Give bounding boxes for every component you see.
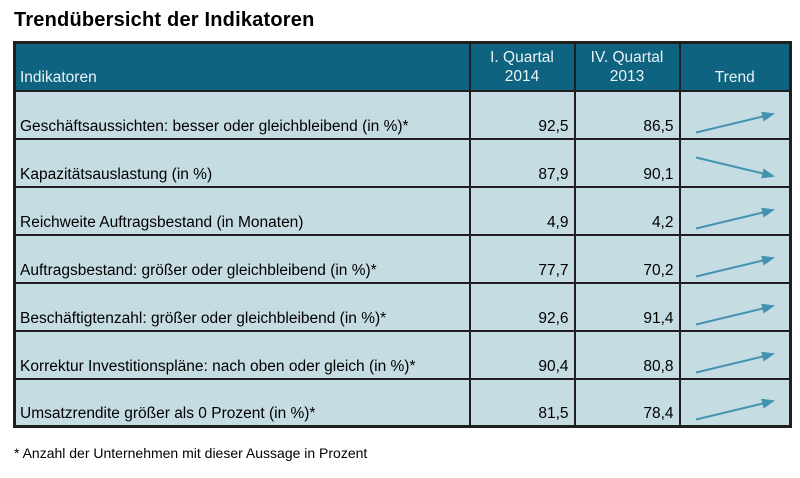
q4-2013-value: 78,4 xyxy=(573,377,681,428)
column-header-q4-2013: IV. Quartal 2013 xyxy=(573,41,681,92)
table-row: Auftragsbestand: größer oder gleichbleib… xyxy=(13,233,792,284)
q4-2013-value: 4,2 xyxy=(573,185,681,236)
trend-arrow-icon xyxy=(695,398,775,421)
trend-cell xyxy=(678,137,792,188)
table-row: Umsatzrendite größer als 0 Prozent (in %… xyxy=(13,377,792,428)
table-row: Geschäftsaussichten: besser oder gleichb… xyxy=(13,89,792,140)
q1-2014-value: 90,4 xyxy=(468,329,576,380)
q4-2013-value: 80,8 xyxy=(573,329,681,380)
table-header-row: Indikatoren I. Quartal 2014 IV. Quartal … xyxy=(13,41,792,92)
indicator-label: Reichweite Auftragsbestand (in Monaten) xyxy=(13,185,471,236)
q1-2014-value: 81,5 xyxy=(468,377,576,428)
indicator-label: Geschäftsaussichten: besser oder gleichb… xyxy=(13,89,471,140)
trend-arrow-icon xyxy=(695,207,775,229)
indicator-label: Kapazitätsauslastung (in %) xyxy=(13,137,471,188)
table-row: Kapazitätsauslastung (in %) 87,9 90,1 xyxy=(13,137,792,188)
q1-2014-value: 87,9 xyxy=(468,137,576,188)
q1-2014-value: 92,6 xyxy=(468,281,576,332)
table-row: Korrektur Investitionspläne: nach oben o… xyxy=(13,329,792,380)
indicator-label: Beschäftigtenzahl: größer oder gleichble… xyxy=(13,281,471,332)
table-row: Beschäftigtenzahl: größer oder gleichble… xyxy=(13,281,792,332)
trend-cell xyxy=(678,89,792,140)
column-header-q1-2014: I. Quartal 2014 xyxy=(468,41,576,92)
page-title: Trendübersicht der Indikatoren xyxy=(14,9,315,31)
trend-arrow-icon xyxy=(695,303,775,325)
q1-2014-value: 92,5 xyxy=(468,89,576,140)
indicator-label: Auftragsbestand: größer oder gleichbleib… xyxy=(13,233,471,284)
table-row: Reichweite Auftragsbestand (in Monaten) … xyxy=(13,185,792,236)
indicator-label: Umsatzrendite größer als 0 Prozent (in %… xyxy=(13,377,471,428)
trend-cell xyxy=(678,233,792,284)
q4-2013-value: 70,2 xyxy=(573,233,681,284)
footnote: * Anzahl der Unternehmen mit dieser Auss… xyxy=(14,445,368,461)
trend-arrow-icon xyxy=(695,111,775,133)
q4-2013-value: 86,5 xyxy=(573,89,681,140)
indicators-table: Indikatoren I. Quartal 2014 IV. Quartal … xyxy=(13,41,792,428)
trend-cell xyxy=(678,329,792,380)
column-header-indicator: Indikatoren xyxy=(13,41,471,92)
q4-2013-value: 90,1 xyxy=(573,137,681,188)
trend-cell xyxy=(678,185,792,236)
q1-2014-value: 77,7 xyxy=(468,233,576,284)
q1-2014-value: 4,9 xyxy=(468,185,576,236)
trend-cell xyxy=(678,281,792,332)
trend-cell xyxy=(678,377,792,428)
column-header-trend: Trend xyxy=(678,41,792,92)
trend-arrow-icon xyxy=(695,156,775,178)
trend-arrow-icon xyxy=(695,255,775,277)
trend-arrow-icon xyxy=(695,351,775,373)
indicator-label: Korrektur Investitionspläne: nach oben o… xyxy=(13,329,471,380)
q4-2013-value: 91,4 xyxy=(573,281,681,332)
